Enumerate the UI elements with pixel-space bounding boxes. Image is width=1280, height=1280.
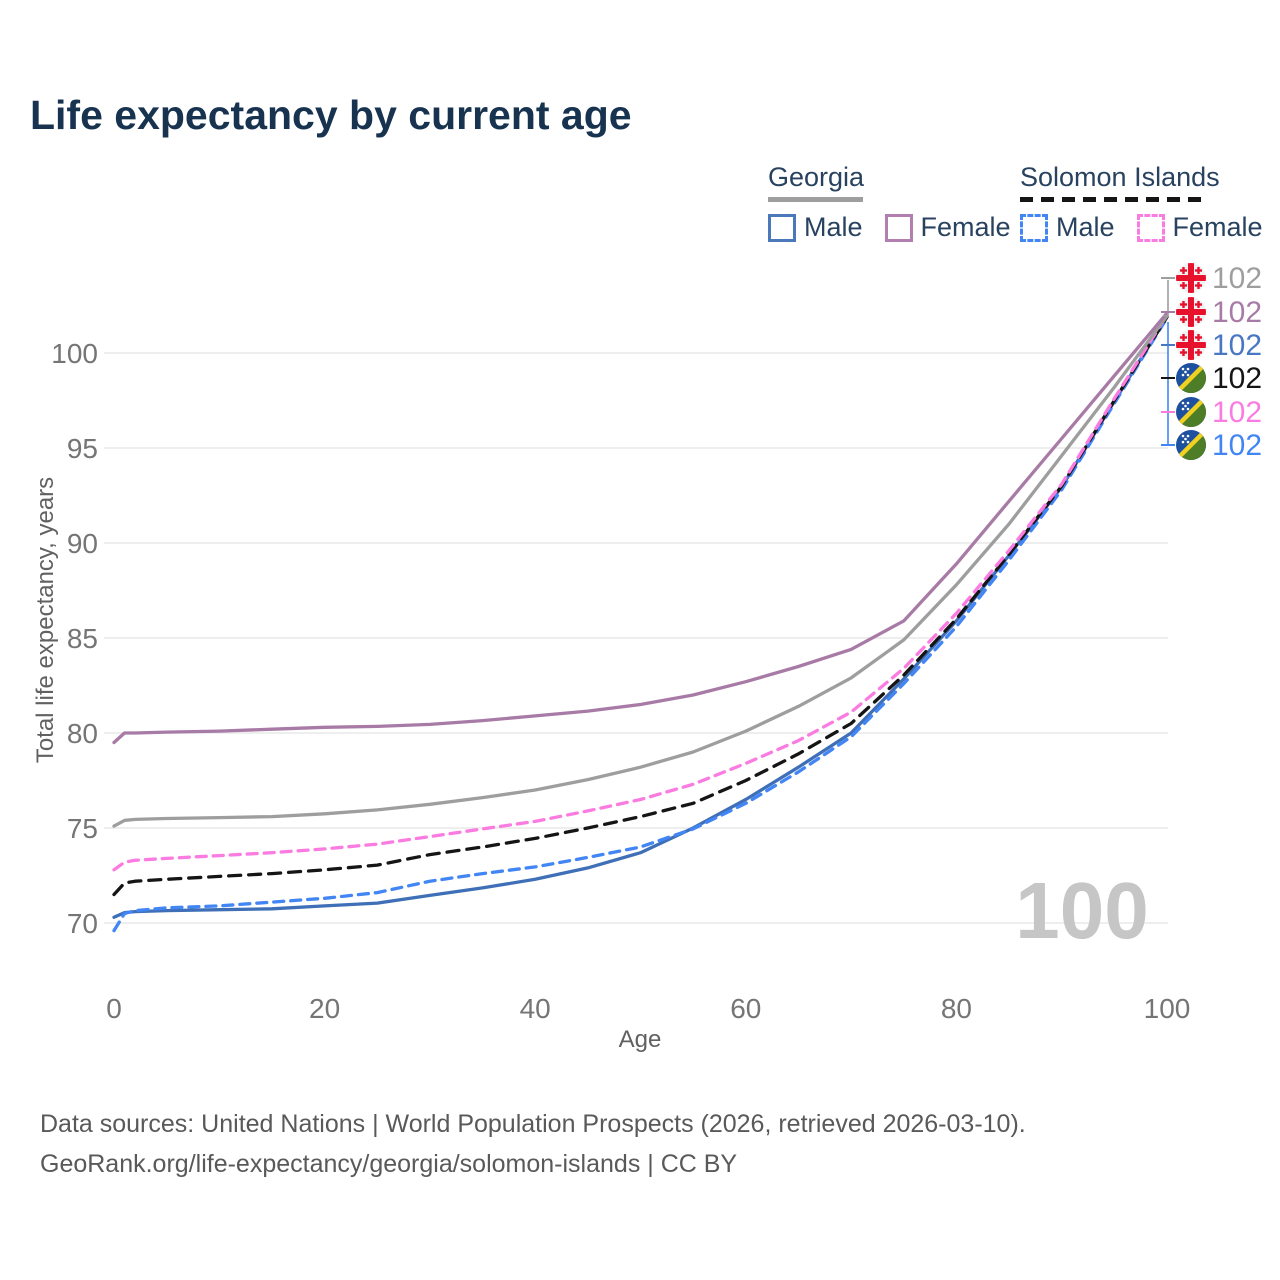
x-tick-80: 80 (941, 993, 972, 1024)
legend-group-solomon-islands: Solomon Islands Male Female (1020, 162, 1277, 243)
x-tick-60: 60 (730, 993, 761, 1024)
legend-swatch-georgia-male[interactable] (768, 213, 796, 242)
y-tick-90: 90 (67, 528, 98, 559)
footer-data-sources: Data sources: United Nations | World Pop… (40, 1110, 1026, 1138)
page-title: Life expectancy by current age (30, 92, 632, 138)
series-line-solomon-islands-both-sexes (112, 315, 1169, 897)
end-value-label: 102 (1212, 296, 1262, 329)
legend-swatch-solomon-male[interactable] (1020, 213, 1048, 242)
legend-swatch-georgia-female[interactable] (884, 213, 913, 242)
solomon-flag-icon (1176, 430, 1206, 460)
legend-georgia-underline (768, 197, 863, 202)
end-value-label: 102 (1212, 429, 1262, 462)
x-tick-100: 100 (1144, 993, 1191, 1024)
legend-swatch-solomon-female[interactable] (1136, 213, 1165, 242)
y-tick-100: 100 (51, 338, 98, 369)
series-line-georgia-both-sexes (112, 314, 1169, 828)
series-line-georgia-female (112, 311, 1169, 745)
y-tick-85: 85 (67, 623, 98, 654)
y-tick-95: 95 (67, 433, 98, 464)
x-tick-0: 0 (106, 993, 122, 1024)
georgia-flag-icon (1176, 330, 1206, 360)
y-tick-75: 75 (67, 813, 98, 844)
legend-georgia-label[interactable]: Georgia (768, 162, 865, 192)
end-value-label: 102 (1212, 362, 1262, 395)
x-tick-40: 40 (520, 993, 551, 1024)
solomon-flag-icon (1176, 363, 1206, 393)
end-value-label: 102 (1212, 396, 1262, 429)
x-axis-title: Age (618, 1026, 662, 1053)
end-value-label: 102 (1212, 329, 1262, 362)
solomon-flag-icon (1176, 397, 1206, 427)
legend-solomon-underline (1020, 197, 1206, 202)
footer-attribution[interactable]: GeoRank.org/life-expectancy/georgia/solo… (40, 1150, 738, 1178)
legend-georgia-male-label[interactable]: Male (804, 212, 863, 242)
georgia-flag-icon (1176, 263, 1206, 293)
legend-group-georgia: Georgia Male Female (768, 162, 1025, 243)
leader-line-georgia-both (1163, 280, 1169, 317)
legend-solomon-female-label[interactable]: Female (1172, 212, 1263, 242)
age-watermark: 100 (1015, 866, 1148, 955)
y-tick-80: 80 (67, 718, 98, 749)
series-line-solomon-islands-male (112, 316, 1169, 933)
legend-georgia-female-label[interactable]: Female (920, 212, 1011, 242)
end-value-label: 102 (1212, 262, 1262, 295)
legend-solomon-label[interactable]: Solomon Islands (1020, 162, 1220, 192)
legend-solomon-male-label[interactable]: Male (1056, 212, 1115, 242)
series-line-solomon-islands-female (112, 313, 1169, 872)
y-tick-70: 70 (67, 908, 98, 939)
x-tick-20: 20 (309, 993, 340, 1024)
georgia-flag-icon (1176, 297, 1206, 327)
y-axis-title: Total life expectancy, years (32, 476, 59, 764)
